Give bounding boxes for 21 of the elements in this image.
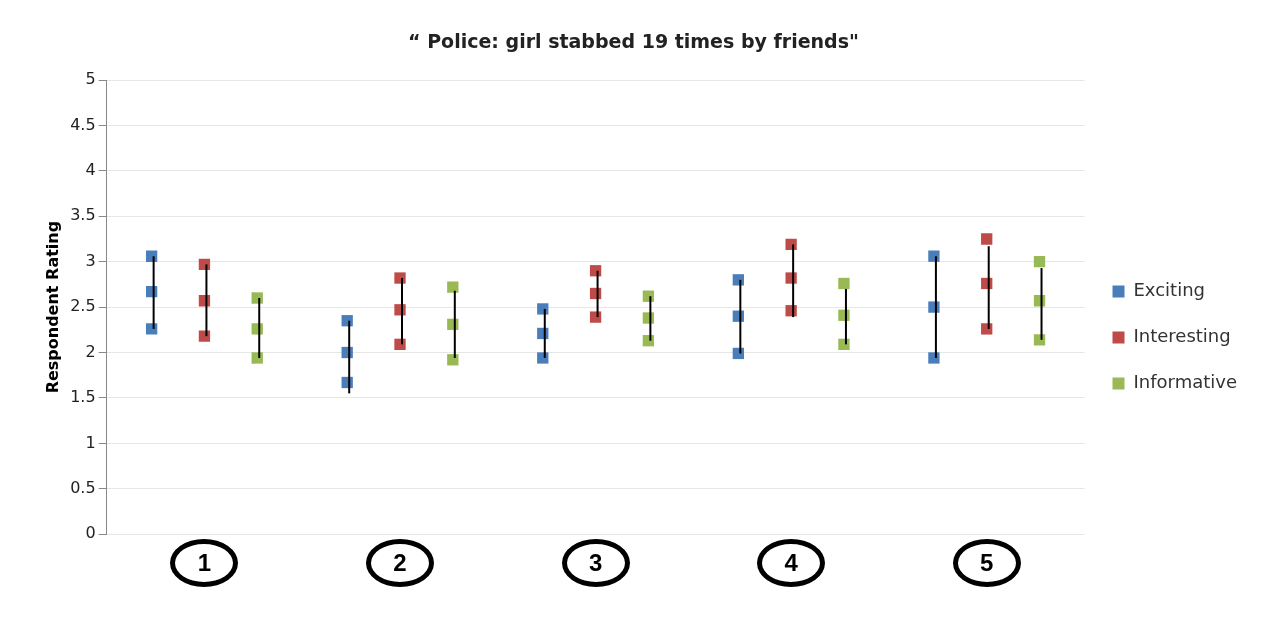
y-axis-title: Respondent Rating [42,220,62,394]
y-tick-label: 2.5 [70,296,96,316]
y-tick-label: 1.5 [70,387,96,407]
legend-label: Interesting [1133,325,1231,347]
x-tick-label: 2 [393,549,407,577]
x-tick-label: 4 [784,549,799,577]
y-tick-label: 4 [85,160,96,179]
legend-label: Exciting [1133,279,1205,301]
x-tick-label: 5 [980,549,994,577]
y-tick-label: 4.5 [70,114,96,134]
legend-label: Informative [1133,371,1237,393]
y-tick-label: 3 [85,250,96,270]
y-tick-label: 0.5 [70,477,96,497]
chart-title: “ Police: girl stabbed 19 times by friends" [407,30,860,52]
y-tick-label: 1 [85,432,96,452]
y-tick-label: 5 [85,69,96,89]
y-tick-label: 2 [85,341,96,361]
y-tick-label: 3.5 [70,205,96,225]
y-tick-label: 0 [85,523,96,543]
x-tick-label: 3 [588,549,603,577]
x-tick-label: 1 [197,549,212,577]
